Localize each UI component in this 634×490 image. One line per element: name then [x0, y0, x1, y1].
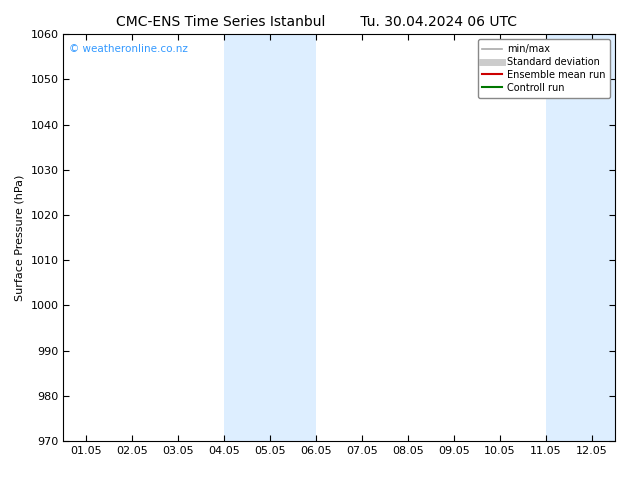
Legend: min/max, Standard deviation, Ensemble mean run, Controll run: min/max, Standard deviation, Ensemble me… [477, 39, 610, 98]
Bar [546, 34, 634, 441]
Bar [224, 34, 316, 441]
Y-axis label: Surface Pressure (hPa): Surface Pressure (hPa) [15, 174, 25, 301]
Text: CMC-ENS Time Series Istanbul        Tu. 30.04.2024 06 UTC: CMC-ENS Time Series Istanbul Tu. 30.04.2… [117, 15, 517, 29]
Text: © weatheronline.co.nz: © weatheronline.co.nz [69, 45, 188, 54]
